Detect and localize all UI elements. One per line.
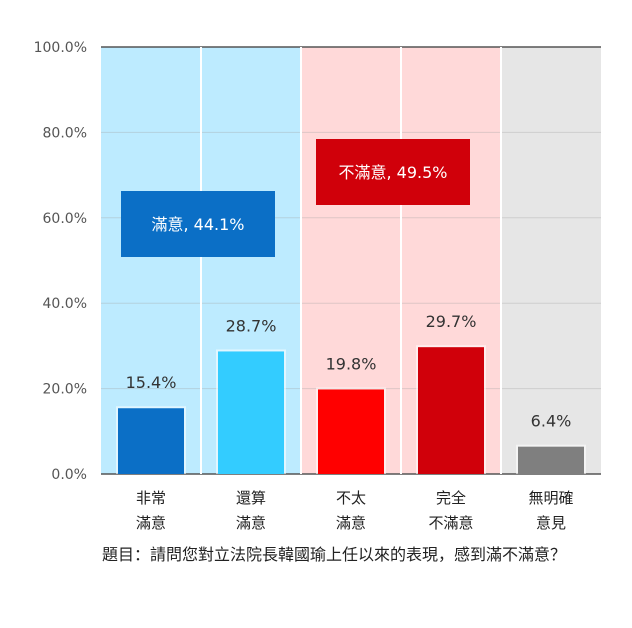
group-label-text: 不滿意, 49.5% [338,163,447,182]
x-tick-label: 無明確 [528,489,573,507]
bar [518,446,584,474]
bar [318,389,384,474]
x-tick-label: 意見 [536,514,566,532]
x-tick-label: 還算 [236,489,266,507]
y-tick-label: 0.0% [51,467,87,483]
value-labels: 15.4% 28.7% 19.8% 29.7% 6.4% [126,312,572,430]
value-label: 15.4% [126,373,177,392]
x-tick-label: 滿意 [336,514,366,532]
x-tick-label: 非常 [136,489,166,507]
value-label: 28.7% [226,316,277,335]
group-label-box [121,191,275,257]
x-tick-label: 不太 [336,489,366,507]
bars [116,345,586,474]
value-label: 19.8% [326,354,377,373]
bar-chart: 0.0% 20.0% 40.0% 60.0% 80.0% 100.0% 滿意, 44.1%… [34,40,601,532]
group-label-text: 滿意, 44.1% [151,215,244,234]
bar [218,351,284,474]
y-tick-label: 40.0% [43,296,87,312]
x-tick-label: 滿意 [236,514,266,532]
group-labels: 滿意, 44.1% 不滿意, 49.5% [121,139,470,257]
bar [418,347,484,474]
x-tick-label: 不滿意 [428,514,473,532]
x-tick-label: 完全 [436,489,466,507]
group-label-box [316,139,470,205]
y-tick-label: 60.0% [43,211,87,227]
value-label: 6.4% [531,412,572,431]
y-tick-label: 100.0% [34,40,87,56]
value-label: 29.7% [426,312,477,331]
background-band-2 [501,47,601,474]
gridlines [101,46,601,475]
y-axis-ticks: 0.0% 20.0% 40.0% 60.0% 80.0% 100.0% [34,40,87,483]
question-caption: 題目：請問您對立法院長韓國瑜上任以來的表現，感到滿不滿意？ [102,545,567,564]
bar [118,408,184,474]
y-tick-label: 80.0% [43,125,87,141]
y-tick-label: 20.0% [43,382,87,398]
x-tick-label: 滿意 [136,514,166,532]
